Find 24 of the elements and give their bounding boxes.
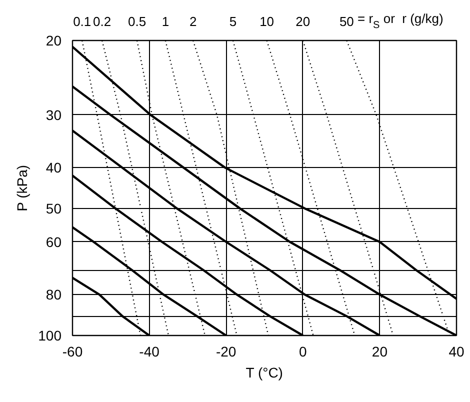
- series-label: 2: [189, 14, 197, 30]
- series-label: 10: [260, 14, 274, 30]
- x-tick-label: -60: [62, 344, 83, 360]
- series-label: 0.1: [73, 14, 92, 30]
- y-tick-label: 50: [46, 200, 62, 216]
- y-tick-label: 40: [46, 160, 62, 176]
- y-tick-label: 60: [46, 234, 62, 250]
- series-label: 0.5: [128, 14, 146, 30]
- y-tick-label: 80: [46, 286, 62, 303]
- series-label: 50: [339, 14, 354, 30]
- series-label: 20: [296, 14, 310, 30]
- x-tick-label: 20: [372, 344, 388, 360]
- x-tick-label: 40: [448, 344, 464, 360]
- x-tick-label: -40: [139, 344, 160, 360]
- y-tick-label: 100: [38, 328, 62, 344]
- y-tick-label: 30: [46, 106, 62, 123]
- x-tick-label: -20: [216, 344, 236, 360]
- series-label: 1: [162, 14, 170, 30]
- y-tick-label: 20: [46, 32, 62, 48]
- series-label: 5: [229, 14, 237, 30]
- series-label: 0.2: [93, 14, 112, 30]
- x-tick-label: 0: [299, 344, 308, 360]
- x-axis-title: T (°C): [246, 364, 283, 380]
- y-axis-title: P (kPa): [14, 164, 30, 212]
